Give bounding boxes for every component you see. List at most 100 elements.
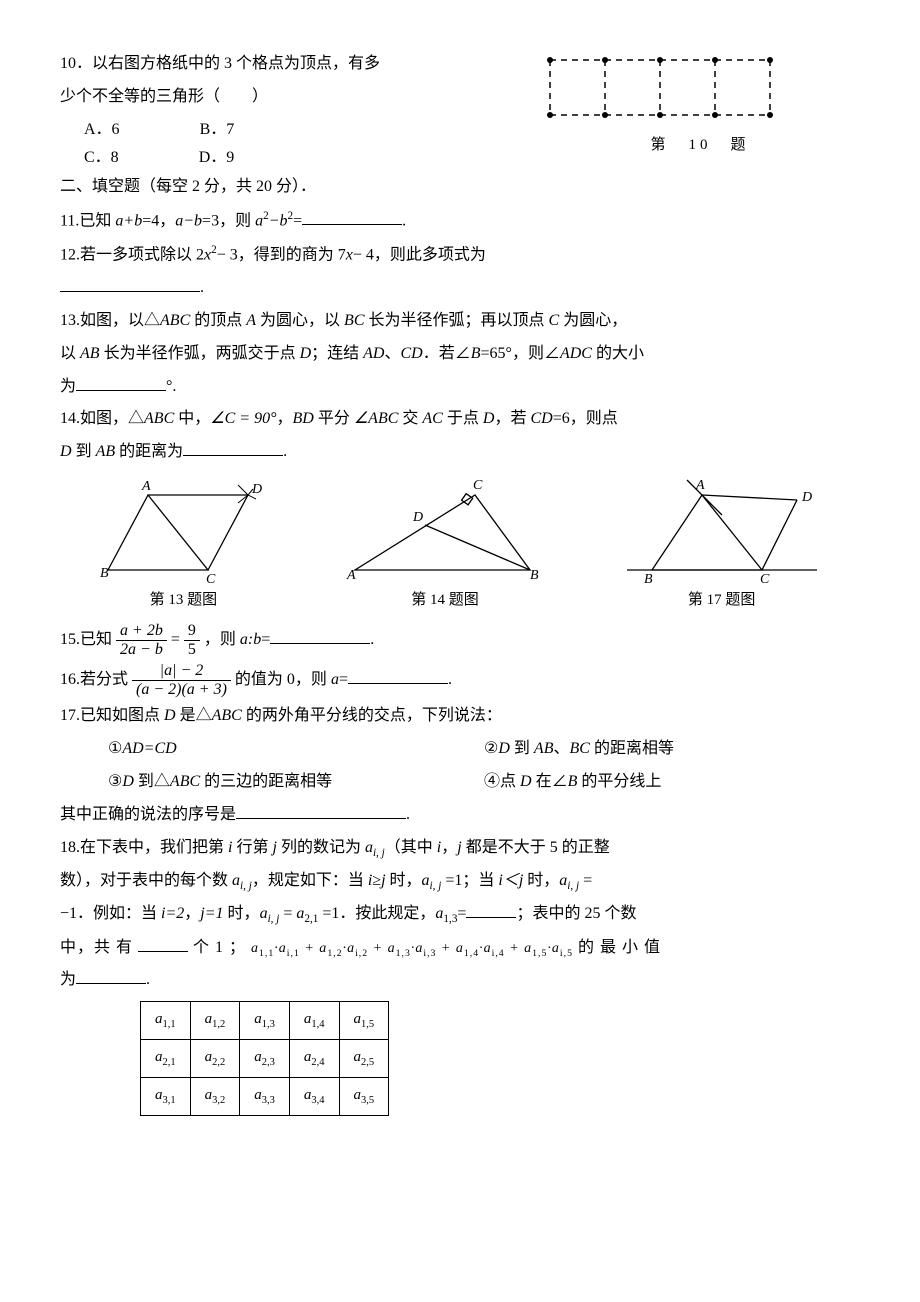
q18-eq2: = xyxy=(579,872,592,889)
q13-t11: =65°，则∠ xyxy=(481,345,560,362)
fig14-A: A xyxy=(346,568,356,583)
fig14: A B C D xyxy=(345,475,545,585)
q10-opt-d: D．9 xyxy=(199,144,235,173)
q10-opt-c: C．8 xyxy=(84,144,119,173)
q18-t11: −1．例如：当 xyxy=(60,905,161,922)
q18-jeq1: j=1 xyxy=(200,905,223,922)
q18-t16: ；表中的 25 个数 xyxy=(516,905,636,922)
q14-t10: 的距离为 xyxy=(115,443,183,460)
q17-t3: 的两外角平分线的交点，下列说法： xyxy=(242,707,502,724)
q12-pre: 12.若一多项式除以 2 xyxy=(60,246,204,263)
q17-s1a: ① xyxy=(108,740,122,757)
q14-D2: D xyxy=(60,443,72,460)
q13-D: D xyxy=(300,345,312,362)
q18-aij3: a xyxy=(422,872,430,889)
q17-s2b: D xyxy=(498,740,510,757)
q18-end: . xyxy=(146,971,150,988)
cell: a2,5 xyxy=(339,1040,389,1078)
q17-s4b: D xyxy=(520,773,532,790)
q17-t1: 17.已知如图点 xyxy=(60,707,164,724)
q17-s3b: D xyxy=(122,773,134,790)
cell: a3,5 xyxy=(339,1077,389,1115)
q17-s4e: 的平分线上 xyxy=(577,773,661,790)
fig17-C: C xyxy=(760,572,770,585)
fig17-wrap: A B C D 第 17 题图 xyxy=(622,475,822,614)
q10-text-a: 10．以右图方格纸中的 3 个格点为顶点，有多 xyxy=(60,50,540,79)
q13-CD: CD xyxy=(401,345,423,362)
q13-t4: 长为半径作弧；再以顶点 xyxy=(365,312,549,329)
q15-num1: a + 2b xyxy=(116,622,167,641)
q13-t1: 13.如图，以△ xyxy=(60,312,160,329)
q12-blank-row: . xyxy=(60,274,860,303)
cell: a3,2 xyxy=(190,1077,240,1115)
q15-frac1: a + 2b2a − b xyxy=(116,622,167,658)
q18-t13: 时， xyxy=(224,905,260,922)
table-row: a2,1a2,2a2,3a2,4a2,5 xyxy=(141,1040,389,1078)
q14-t3: ， xyxy=(276,410,292,427)
q15-post: = xyxy=(261,631,270,648)
q18-t7: 数），对于表中的每个数 xyxy=(60,872,232,889)
q11-blank xyxy=(302,208,402,225)
q10-grid-figure xyxy=(540,50,780,130)
q18-t14: =1．按此规定， xyxy=(318,905,435,922)
q17-s3d: ABC xyxy=(170,773,200,790)
q17-s3c: 到△ xyxy=(134,773,170,790)
q16-mid: 的值为 0，则 xyxy=(235,671,331,688)
q18-a13sub: 1,3 xyxy=(443,913,457,925)
q16-frac: |a| − 2(a − 2)(a + 3) xyxy=(132,662,231,698)
q13-t8: ；连结 xyxy=(311,345,363,362)
q14-t7: ，若 xyxy=(494,410,530,427)
q18-a21sub: 2,1 xyxy=(304,913,318,925)
q18-t2: 行第 xyxy=(232,839,272,856)
q14-blank xyxy=(183,439,283,456)
q17-s1b: AD=CD xyxy=(122,740,176,757)
q11-ab2: a−b xyxy=(175,212,202,229)
q17-ABC: ABC xyxy=(212,707,242,724)
q14-abc: ABC xyxy=(144,410,174,427)
q18-t20: 为 xyxy=(60,971,76,988)
q14-t2: 中， xyxy=(174,410,210,427)
q17-s34: ③D 到△ABC 的三边的距离相等 ④点 D 在∠B 的平分线上 xyxy=(60,768,860,797)
cell: a1,5 xyxy=(339,1002,389,1040)
q13-t9: 、 xyxy=(384,345,400,362)
q11-eq1: =4， xyxy=(142,212,175,229)
q13-abc: ABC xyxy=(160,312,190,329)
q18-table: a1,1a1,2a1,3a1,4a1,5 a2,1a2,2a2,3a2,4a2,… xyxy=(140,1001,389,1116)
q15-frac2: 95 xyxy=(184,622,200,658)
q18-t5: ， xyxy=(441,839,457,856)
q18-t15: = xyxy=(457,905,466,922)
cell: a2,2 xyxy=(190,1040,240,1078)
q11-eq2: =3，则 xyxy=(202,212,255,229)
q13-t5: 为圆心， xyxy=(559,312,627,329)
q18-ieq2: i=2 xyxy=(161,905,184,922)
q12-x: x xyxy=(346,246,353,263)
q14-t9: 到 xyxy=(72,443,96,460)
q14-AC: AC xyxy=(422,410,442,427)
q18-t4: （其中 xyxy=(385,839,437,856)
q18-t17: 中，共 有 xyxy=(60,939,138,956)
q18-aij2: a xyxy=(232,872,240,889)
fig13-A: A xyxy=(141,479,151,494)
q14-t1: 14.如图，△ xyxy=(60,410,144,427)
q17-s4c: 在∠ xyxy=(532,773,568,790)
q17-s2g: 的距离相等 xyxy=(590,740,674,757)
q18-l1: 18.在下表中，我们把第 i 行第 j 列的数记为 ai, j（其中 i，j 都… xyxy=(60,834,860,863)
q16-pre: 16.若分式 xyxy=(60,671,128,688)
q15-ab: a:b xyxy=(240,631,261,648)
cell: a1,4 xyxy=(289,1002,339,1040)
table-row: a1,1a1,2a1,3a1,4a1,5 xyxy=(141,1002,389,1040)
q14-l2: D 到 AB 的距离为. xyxy=(60,438,860,467)
q17-s4a: ④点 xyxy=(484,773,520,790)
q18-aijsub2: i, j xyxy=(240,880,252,892)
q10-caption: 第 10 题 xyxy=(540,132,860,159)
q12-blank xyxy=(60,275,200,292)
q17-l5: 其中正确的说法的序号是. xyxy=(60,801,860,830)
cell: a1,1 xyxy=(141,1002,191,1040)
q13-ADC: ADC xyxy=(560,345,592,362)
q18-eq1: =1；当 xyxy=(441,872,498,889)
q17-s4d: B xyxy=(568,773,578,790)
cell: a2,4 xyxy=(289,1040,339,1078)
q18-aijsub3: i, j xyxy=(430,880,442,892)
q13-t10: ．若∠ xyxy=(423,345,471,362)
q15-end: . xyxy=(370,631,374,648)
